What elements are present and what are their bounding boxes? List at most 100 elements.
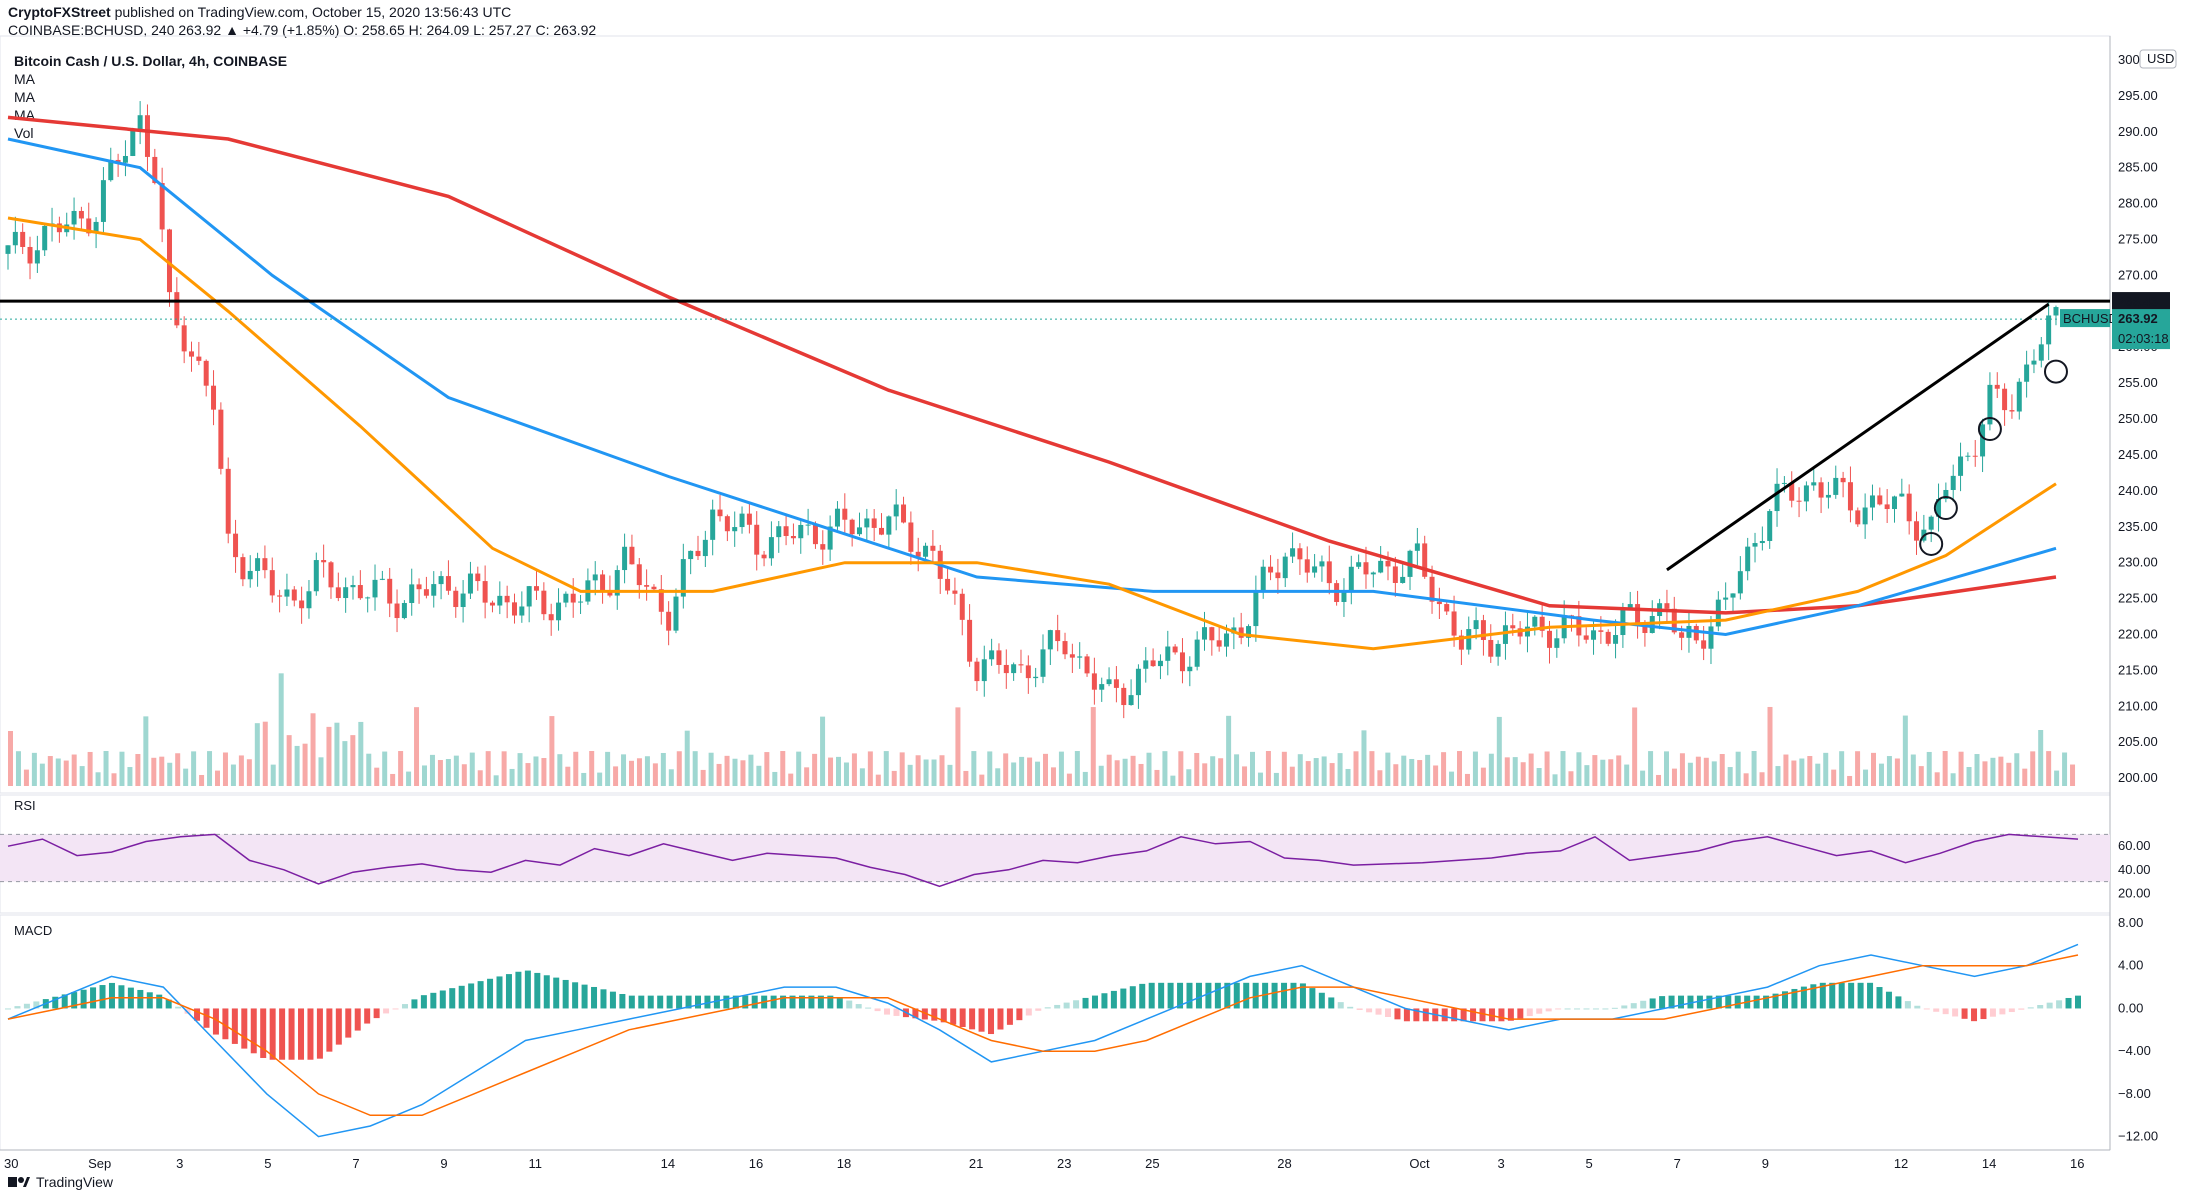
candle-body (1018, 664, 1024, 666)
macd-histogram-bar (855, 1004, 862, 1009)
macd-histogram-bar (2056, 1000, 2063, 1009)
legend-ma-100[interactable]: MA (14, 89, 35, 105)
volume-bar (366, 753, 372, 786)
macd-histogram-bar (2075, 995, 2081, 1009)
macd-histogram-bar (392, 1008, 399, 1010)
candle-body (1613, 635, 1619, 644)
volume-bar (605, 751, 611, 786)
candle-body (636, 564, 642, 586)
candle-body (1319, 561, 1325, 567)
macd-histogram-bar (1054, 1004, 1061, 1009)
candle-body (1833, 477, 1839, 495)
volume-bar (581, 772, 587, 786)
volume-bar (891, 770, 897, 786)
candle-body (717, 509, 723, 517)
candle-body (5, 245, 11, 254)
last-price-tag (2112, 309, 2170, 350)
macd-histogram-bar (1366, 1008, 1373, 1013)
candle-body (152, 156, 158, 184)
candle-body (130, 130, 136, 156)
candle-body (1671, 608, 1677, 633)
candle-body (1936, 499, 1942, 517)
volume-bar (979, 774, 985, 786)
macd-histogram-bar (61, 994, 68, 1009)
macd-histogram-bar (1498, 1008, 1505, 1022)
macd-histogram-bar (515, 971, 522, 1009)
volume-bar (1281, 751, 1287, 786)
volume-bar (668, 769, 674, 786)
candle-body (1113, 679, 1119, 688)
footer-brand[interactable]: TradingView (8, 1174, 113, 1190)
volume-bar (549, 716, 555, 786)
candle-body (1877, 495, 1883, 505)
macd-histogram-bar (723, 995, 730, 1009)
candle-body (827, 526, 833, 550)
candle-body (908, 522, 914, 552)
volume-bar (1313, 758, 1319, 786)
candle-body (203, 360, 209, 386)
macd-histogram-bar (335, 1008, 342, 1045)
macd-histogram-bar (1224, 982, 1231, 1009)
volume-bar (1066, 773, 1072, 786)
macd-histogram-bar (798, 995, 805, 1009)
candle-body (335, 587, 341, 599)
candle-body (181, 325, 187, 352)
time-tick-label: 3 (176, 1156, 183, 1171)
candle-body (1062, 641, 1068, 655)
macd-histogram-bar (1611, 1007, 1618, 1009)
macd-histogram-bar (1564, 1008, 1571, 1010)
macd-histogram-bar (307, 1008, 314, 1060)
candle-body (886, 516, 892, 535)
volume-bar (1472, 751, 1478, 786)
macd-histogram-bar (1356, 1008, 1363, 1010)
macd-histogram-bar (184, 1008, 191, 1014)
candle-body (622, 546, 628, 571)
candle-body (299, 600, 305, 609)
candle-body (1304, 559, 1310, 573)
candle-body (812, 524, 818, 545)
macd-histogram-bar (1725, 995, 1732, 1009)
price-tick-label: 235.00 (2118, 519, 2158, 534)
macd-histogram-bar (1914, 1005, 1921, 1009)
candle-body (732, 527, 738, 532)
candle-body (211, 385, 217, 410)
volume-bar (517, 753, 523, 786)
volume-bar (660, 752, 666, 786)
macd-histogram-bar (1290, 982, 1297, 1009)
volume-bar (573, 751, 579, 786)
legend-ma-200[interactable]: MA (14, 71, 35, 87)
candle-body (915, 551, 921, 557)
candle-body (262, 558, 268, 571)
candle-body (313, 560, 319, 592)
candle-body (798, 524, 804, 539)
time-tick-label: Sep (88, 1156, 111, 1171)
candle-body (1987, 384, 1993, 425)
candle-body (225, 468, 231, 534)
volume-bar (804, 767, 810, 786)
macd-histogram-bar (194, 1008, 201, 1021)
volume-bar (1886, 756, 1892, 786)
volume-bar (167, 762, 173, 786)
volume-bar (1568, 771, 1574, 786)
candle-body (1965, 455, 1971, 457)
legend-volume[interactable]: Vol (14, 125, 34, 141)
symbol-title[interactable]: Bitcoin Cash / U.S. Dollar, 4h, COINBASE (14, 53, 288, 69)
candle-body (12, 231, 18, 246)
candle-body (497, 595, 503, 606)
macd-histogram-bar (146, 992, 153, 1009)
candle-body (343, 587, 349, 599)
macd-histogram-bar (165, 999, 172, 1009)
candle-body (423, 589, 429, 596)
candle-body (255, 558, 261, 571)
candle-body (930, 545, 936, 551)
author-name[interactable]: CryptoFXStreet (8, 4, 111, 20)
candle-body (629, 546, 635, 565)
time-tick-label: 5 (1586, 1156, 1593, 1171)
volume-bar (987, 751, 993, 786)
volume-bar (1409, 758, 1415, 786)
candle-body (467, 573, 473, 594)
candle-body (144, 115, 150, 157)
candle-body (1436, 601, 1442, 605)
macd-histogram-bar (1848, 982, 1855, 1009)
